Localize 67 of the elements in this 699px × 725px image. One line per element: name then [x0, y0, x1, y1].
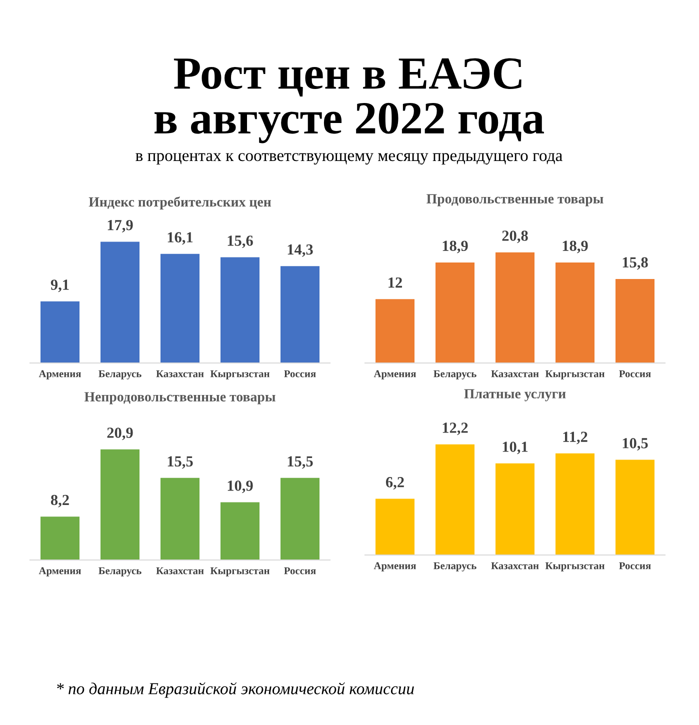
x-tick-label: Казахстан — [491, 370, 539, 378]
text: Рост цен в ЕАЭС в августе 2022 года — [154, 58, 544, 144]
data-label: 15,6 — [228, 236, 253, 248]
data-label: 6,2 — [386, 477, 404, 490]
x-tick-label: Казахстан — [156, 370, 204, 378]
chart-title: Платные услуги — [464, 389, 566, 402]
x-tick-label: Армения — [374, 562, 416, 572]
data-label: 11,2 — [563, 432, 588, 444]
bar — [160, 254, 200, 363]
data-label: 15,8 — [622, 257, 648, 270]
bar — [616, 460, 654, 555]
chart-title: Непродовольственные товары — [84, 392, 276, 404]
data-label: 14,3 — [288, 244, 313, 257]
x-tick-label: Казахстан — [491, 562, 539, 570]
chart-title: Индекс потребительских цен — [88, 196, 272, 210]
bar — [436, 444, 474, 555]
bar — [556, 262, 594, 363]
bar — [616, 278, 654, 363]
x-tick-label: Россия — [619, 562, 651, 570]
data-label: 20,9 — [107, 428, 133, 440]
data-label: 10,1 — [502, 442, 528, 454]
data-label: 20,8 — [502, 230, 528, 244]
bar — [40, 516, 80, 560]
bar — [280, 478, 320, 560]
data-label: 12,2 — [442, 422, 468, 436]
text: в процентах к соответствующему месяцу предыдущего года — [136, 153, 562, 165]
bar — [40, 301, 80, 363]
bar — [556, 453, 594, 555]
bar — [160, 478, 200, 560]
bar — [220, 502, 260, 560]
x-tick-label: Кыргызстан — [210, 567, 270, 576]
x-tick-label: Беларусь — [98, 567, 142, 576]
data-label: 18,9 — [562, 240, 588, 254]
bar — [496, 252, 534, 363]
bar — [436, 262, 474, 363]
text: * по данным Евразийской экономической комиссии — [57, 682, 414, 698]
bar — [100, 449, 140, 560]
x-tick-label: Кыргызстан — [545, 562, 605, 572]
bar — [280, 266, 320, 363]
data-label: 12 — [388, 277, 402, 288]
data-label: 18,9 — [442, 240, 468, 254]
data-label: 15,5 — [168, 456, 193, 469]
x-tick-label: Россия — [284, 370, 316, 378]
x-tick-label: Беларусь — [434, 370, 476, 380]
bar — [100, 242, 140, 363]
x-tick-label: Казахстан — [156, 567, 204, 574]
x-tick-label: Беларусь — [434, 562, 476, 572]
data-label: 9,1 — [50, 280, 69, 292]
data-label: 8,2 — [50, 494, 69, 508]
data-label: 15,5 — [288, 456, 313, 469]
bar — [376, 498, 414, 555]
x-tick-label: Армения — [374, 370, 416, 380]
bar — [376, 299, 414, 363]
x-tick-label: Армения — [38, 567, 81, 576]
x-tick-label: Беларусь — [98, 370, 142, 380]
data-label: 16,1 — [168, 232, 193, 245]
data-label: 17,9 — [108, 220, 133, 232]
bar — [496, 463, 534, 555]
x-tick-label: Россия — [284, 567, 316, 574]
x-tick-label: Армения — [38, 370, 81, 380]
chart-title: Продовольственные товары — [426, 194, 604, 206]
x-tick-label: Кыргызстан — [545, 370, 605, 380]
bar — [220, 257, 260, 363]
x-tick-label: Россия — [619, 370, 651, 378]
data-label: 10,5 — [622, 438, 648, 451]
data-label: 10,9 — [228, 480, 253, 494]
x-tick-label: Кыргызстан — [210, 370, 270, 380]
